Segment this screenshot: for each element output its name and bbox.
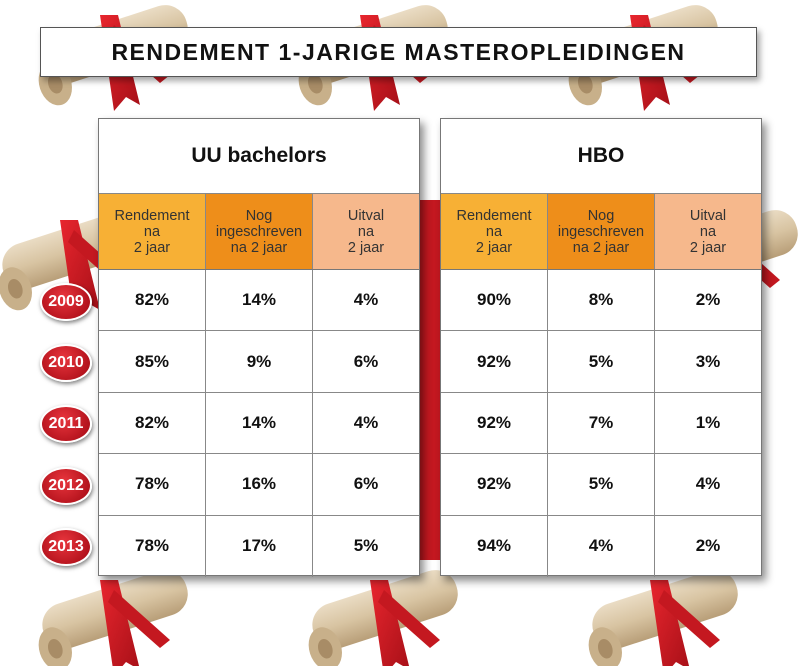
- cell-ingeschreven: 9%: [206, 331, 313, 392]
- cell-rendement: 82%: [99, 270, 206, 331]
- cell-uitval: 1%: [695, 412, 721, 432]
- cell-ingeschreven: 16%: [206, 454, 313, 515]
- cell-ingeschreven: 8%: [548, 270, 655, 331]
- cell-ingeschreven: 7%: [548, 392, 655, 454]
- header-rendement: Rendement na 2 jaar: [99, 194, 206, 269]
- table-row: 78% 16% 6%: [99, 454, 419, 516]
- table-row: 94% 4% 2%: [441, 515, 761, 577]
- hbo-table: HBO Rendement na 2 jaar Nog ingeschreven…: [440, 118, 762, 577]
- cell-rendement: 92%: [441, 392, 548, 454]
- cell-ingeschreven: 14%: [206, 392, 313, 454]
- cell-uitval: 4%: [695, 474, 721, 494]
- table-row: 78% 17% 5%: [99, 515, 419, 577]
- cell-rendement: 90%: [441, 270, 548, 331]
- year-badge: 2009: [40, 283, 92, 321]
- cell-rendement: 92%: [441, 331, 548, 392]
- cell-ingeschreven: 4%: [548, 515, 655, 577]
- table-row: 92% 7% 1%: [441, 392, 761, 455]
- cell-rendement: 78%: [99, 515, 206, 577]
- year-badge: 2012: [40, 467, 92, 505]
- uu-header-row: Rendement na 2 jaar Nog ingeschreven na …: [99, 194, 419, 270]
- table-row: 92% 5% 4%: [441, 454, 761, 516]
- year-badge: 2011: [40, 405, 92, 443]
- uu-bachelors-table: UU bachelors Rendement na 2 jaar Nog ing…: [98, 118, 420, 577]
- year-badge: 2013: [40, 528, 92, 566]
- uu-table-title: UU bachelors: [99, 119, 419, 194]
- table-row: 85% 9% 6%: [99, 331, 419, 393]
- year-badge: 2010: [40, 344, 92, 382]
- page-title: RENDEMENT 1-JARIGE MASTEROPLEIDINGEN: [40, 27, 757, 77]
- header-uitval: Uitval na 2 jaar: [655, 194, 761, 269]
- header-ingeschreven: Nog ingeschreven na 2 jaar: [206, 194, 313, 269]
- cell-uitval: 4%: [353, 412, 379, 432]
- cell-rendement: 82%: [99, 392, 206, 454]
- table-row: 92% 5% 3%: [441, 331, 761, 393]
- cell-rendement: 94%: [441, 515, 548, 577]
- hbo-header-row: Rendement na 2 jaar Nog ingeschreven na …: [441, 194, 761, 270]
- cell-uitval: 4%: [353, 290, 379, 310]
- cell-uitval: 2%: [695, 536, 721, 556]
- hbo-table-title: HBO: [441, 119, 761, 194]
- table-row: 82% 14% 4%: [99, 270, 419, 332]
- cell-uitval: 5%: [353, 536, 379, 556]
- cell-rendement: 85%: [99, 331, 206, 392]
- table-row: 82% 14% 4%: [99, 392, 419, 455]
- cell-rendement: 78%: [99, 454, 206, 515]
- ribbon-icon: [418, 200, 440, 560]
- table-row: 90% 8% 2%: [441, 270, 761, 332]
- header-rendement: Rendement na 2 jaar: [441, 194, 548, 269]
- cell-ingeschreven: 5%: [548, 454, 655, 515]
- header-uitval: Uitval na 2 jaar: [313, 194, 419, 269]
- cell-uitval: 3%: [695, 351, 721, 371]
- cell-ingeschreven: 14%: [206, 270, 313, 331]
- cell-uitval: 6%: [353, 351, 379, 371]
- cell-ingeschreven: 5%: [548, 331, 655, 392]
- cell-uitval: 6%: [353, 474, 379, 494]
- cell-ingeschreven: 17%: [206, 515, 313, 577]
- header-ingeschreven: Nog ingeschreven na 2 jaar: [548, 194, 655, 269]
- cell-rendement: 92%: [441, 454, 548, 515]
- cell-uitval: 2%: [695, 290, 721, 310]
